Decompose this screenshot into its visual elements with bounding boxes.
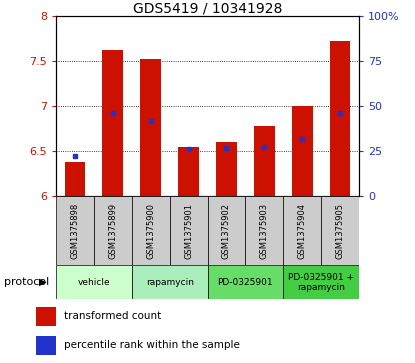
Text: GSM1375901: GSM1375901 — [184, 203, 193, 258]
Text: GSM1375902: GSM1375902 — [222, 203, 231, 258]
Text: GSM1375898: GSM1375898 — [71, 203, 79, 258]
Bar — [36, 307, 56, 326]
Bar — [245, 196, 283, 265]
Bar — [208, 196, 245, 265]
Text: GSM1375904: GSM1375904 — [298, 203, 307, 258]
Bar — [321, 196, 359, 265]
Bar — [94, 196, 132, 265]
Bar — [103, 50, 123, 196]
Text: rapamycin: rapamycin — [146, 278, 194, 287]
Text: ▶: ▶ — [39, 277, 47, 287]
Title: GDS5419 / 10341928: GDS5419 / 10341928 — [133, 1, 282, 15]
Bar — [292, 106, 312, 196]
Bar — [330, 41, 350, 196]
Text: protocol: protocol — [4, 277, 49, 287]
Bar — [208, 265, 283, 299]
Bar — [170, 196, 208, 265]
Bar — [36, 336, 56, 355]
Text: transformed count: transformed count — [64, 311, 161, 321]
Text: GSM1375903: GSM1375903 — [260, 203, 269, 258]
Bar — [132, 196, 170, 265]
Bar — [178, 147, 199, 196]
Bar — [56, 265, 132, 299]
Bar — [56, 196, 94, 265]
Text: GSM1375900: GSM1375900 — [146, 203, 155, 258]
Bar — [216, 142, 237, 196]
Text: vehicle: vehicle — [78, 278, 110, 287]
Bar — [140, 60, 161, 196]
Text: GSM1375905: GSM1375905 — [336, 203, 344, 258]
Text: PD-0325901 +
rapamycin: PD-0325901 + rapamycin — [288, 273, 354, 292]
Bar — [283, 265, 359, 299]
Bar — [65, 162, 85, 196]
Text: PD-0325901: PD-0325901 — [217, 278, 273, 287]
Bar — [132, 265, 208, 299]
Text: percentile rank within the sample: percentile rank within the sample — [64, 340, 239, 350]
Text: GSM1375899: GSM1375899 — [108, 203, 117, 258]
Bar — [254, 126, 275, 196]
Bar — [283, 196, 321, 265]
